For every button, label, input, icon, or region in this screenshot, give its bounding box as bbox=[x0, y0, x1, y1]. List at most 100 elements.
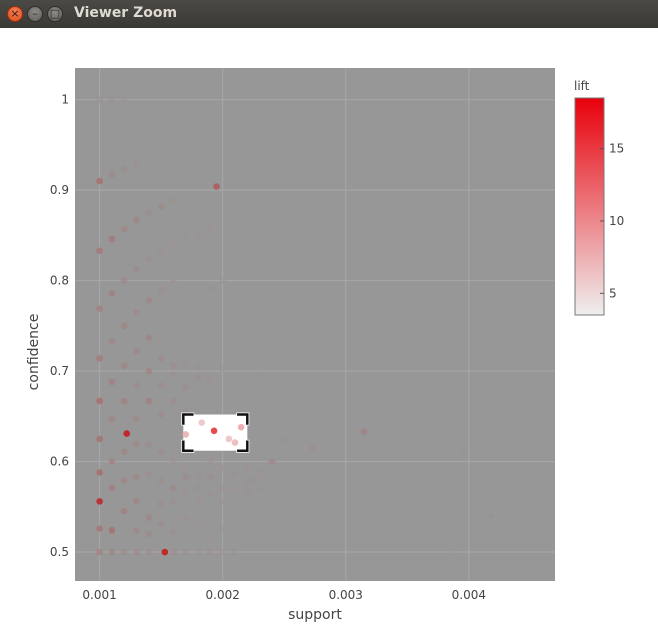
zoom-selection[interactable] bbox=[181, 412, 250, 453]
data-point bbox=[231, 548, 239, 556]
x-tick-label: 0.001 bbox=[82, 588, 116, 602]
data-point bbox=[157, 449, 165, 456]
x-tick-label: 0.002 bbox=[206, 588, 240, 602]
data-point bbox=[256, 467, 263, 474]
data-point bbox=[194, 364, 202, 371]
data-point bbox=[182, 548, 190, 556]
data-point bbox=[120, 448, 128, 455]
data-point bbox=[157, 520, 165, 528]
data-point bbox=[207, 473, 214, 481]
data-point bbox=[96, 305, 103, 312]
data-point bbox=[157, 203, 165, 210]
data-point bbox=[225, 435, 233, 443]
y-tick-label: 0.7 bbox=[50, 364, 69, 378]
data-point bbox=[133, 473, 140, 481]
close-icon: × bbox=[10, 7, 20, 20]
data-point bbox=[170, 484, 177, 492]
window-title: Viewer Zoom bbox=[74, 5, 178, 21]
data-point bbox=[145, 156, 153, 164]
data-point bbox=[145, 297, 153, 304]
data-point bbox=[182, 488, 190, 495]
data-point bbox=[145, 367, 153, 375]
data-point bbox=[207, 253, 214, 261]
data-point bbox=[133, 382, 140, 389]
close-button[interactable]: × bbox=[7, 6, 23, 22]
colorbar-title: lift bbox=[574, 79, 590, 93]
data-point bbox=[207, 377, 214, 385]
data-point bbox=[244, 480, 251, 488]
zoom-corner[interactable] bbox=[237, 440, 249, 452]
data-point bbox=[268, 539, 276, 547]
data-point bbox=[256, 475, 263, 483]
data-point bbox=[207, 548, 214, 556]
data-point bbox=[108, 96, 116, 103]
data-point bbox=[120, 397, 128, 405]
data-point bbox=[123, 430, 130, 437]
plot-area[interactable] bbox=[75, 68, 555, 581]
data-point bbox=[96, 548, 103, 556]
data-point bbox=[170, 498, 177, 505]
data-point bbox=[182, 360, 190, 368]
data-point bbox=[360, 508, 368, 515]
data-point bbox=[256, 484, 263, 492]
data-point bbox=[182, 514, 190, 521]
scatter-chart[interactable]: 0.001 0.002 0.003 0.004 0.5 0.6 0.7 0.8 0.9 1 su… bbox=[0, 28, 658, 637]
data-point bbox=[256, 517, 263, 524]
data-point bbox=[96, 355, 103, 362]
minimize-icon: – bbox=[32, 7, 38, 20]
data-point bbox=[207, 225, 214, 233]
y-tick-label: 1 bbox=[61, 93, 69, 107]
zoom-corner[interactable] bbox=[182, 440, 194, 452]
data-point bbox=[194, 374, 202, 381]
zoom-corner[interactable] bbox=[182, 413, 194, 425]
zoom-corner[interactable] bbox=[237, 413, 249, 425]
window-titlebar[interactable]: × – □ Viewer Zoom bbox=[0, 0, 658, 28]
data-point bbox=[461, 449, 469, 456]
grid-lines bbox=[75, 68, 555, 581]
data-point bbox=[157, 247, 165, 255]
data-point bbox=[145, 397, 153, 405]
data-point bbox=[447, 548, 454, 556]
data-point bbox=[133, 415, 140, 423]
data-point bbox=[120, 225, 128, 233]
data-point bbox=[309, 444, 316, 452]
data-point bbox=[231, 535, 239, 542]
data-point bbox=[219, 526, 226, 533]
data-point bbox=[120, 362, 128, 369]
data-point bbox=[231, 470, 239, 478]
data-point bbox=[219, 498, 226, 505]
data-point bbox=[194, 473, 202, 481]
data-point bbox=[360, 428, 368, 436]
data-point bbox=[108, 548, 116, 556]
data-point bbox=[120, 277, 128, 284]
data-point bbox=[170, 458, 177, 465]
data-point bbox=[108, 415, 116, 423]
data-point bbox=[182, 473, 190, 481]
data-point bbox=[96, 247, 103, 255]
colorbar-tick-label: 10 bbox=[609, 214, 624, 228]
data-point bbox=[231, 439, 239, 446]
minimize-button[interactable]: – bbox=[27, 6, 43, 22]
data-point bbox=[145, 514, 153, 521]
data-point bbox=[108, 378, 116, 386]
data-point bbox=[219, 277, 226, 284]
data-point bbox=[120, 96, 128, 103]
data-point bbox=[145, 530, 153, 538]
data-point bbox=[133, 160, 140, 168]
x-axis-label: support bbox=[288, 607, 342, 623]
data-point bbox=[145, 441, 153, 448]
data-point bbox=[145, 255, 153, 263]
data-point bbox=[244, 489, 251, 497]
data-point bbox=[108, 171, 116, 179]
data-point bbox=[237, 423, 245, 431]
data-point bbox=[170, 371, 177, 379]
y-tick-label: 0.8 bbox=[50, 274, 69, 288]
data-point bbox=[157, 355, 165, 362]
data-point bbox=[108, 458, 116, 465]
maximize-button[interactable]: □ bbox=[47, 6, 63, 22]
data-point bbox=[170, 196, 177, 204]
x-tick-label: 0.003 bbox=[329, 588, 363, 602]
data-point bbox=[133, 265, 140, 273]
x-tick-label: 0.004 bbox=[452, 588, 486, 602]
data-point bbox=[520, 289, 528, 297]
